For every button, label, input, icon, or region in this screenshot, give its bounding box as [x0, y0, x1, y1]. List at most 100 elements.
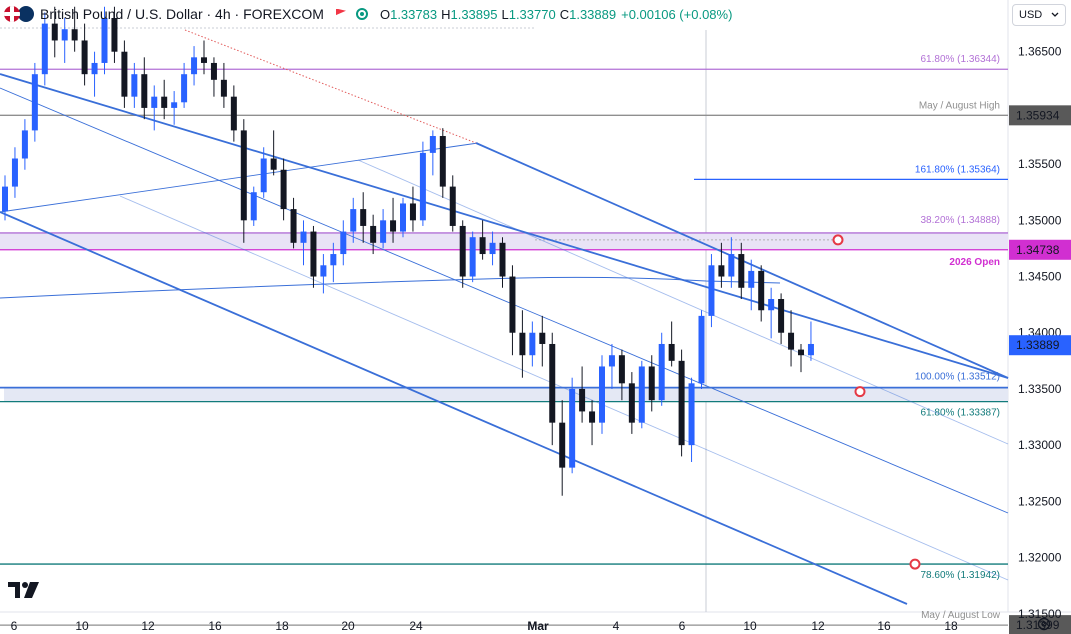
us-flag-icon	[18, 6, 34, 22]
candle-body-13	[131, 74, 138, 97]
candle-body-76	[758, 270, 765, 311]
level-lines: 61.80% (1.36344) May / August High 161.80%…	[0, 54, 1008, 626]
candle-body-60	[599, 366, 605, 423]
candle-body-48	[479, 237, 486, 255]
candle-body-51	[509, 276, 516, 333]
x-tick-1: 10	[75, 619, 89, 633]
level-label-6: 61.80% (1.33387)	[920, 408, 1000, 419]
channel-line-2	[0, 87, 1009, 514]
candle-body-35	[350, 209, 357, 232]
candle-body-72	[718, 265, 725, 277]
x-tick-8: 4	[613, 619, 620, 633]
candle-body-52	[519, 332, 526, 356]
x-tick-6: 24	[409, 619, 423, 633]
candle-body-34	[340, 231, 347, 255]
x-tick-13: 18	[944, 619, 958, 633]
candle-body-1	[11, 158, 18, 187]
candle-body-74	[738, 254, 745, 288]
candle-body-58	[579, 388, 586, 412]
x-tick-5: 20	[341, 619, 355, 633]
candle-body-24	[240, 130, 247, 221]
candle-body-31	[310, 231, 317, 277]
high-value: 1.33895	[450, 6, 498, 22]
low-value: 1.33770	[508, 6, 556, 22]
grid-layer	[0, 0, 1071, 613]
candle-body-39	[390, 220, 397, 232]
candle-body-17	[171, 102, 178, 108]
channel-line-3	[119, 195, 1009, 581]
candle-body-62	[618, 355, 625, 384]
green-dot-icon[interactable]	[355, 8, 368, 20]
y-tick-1: 1.35500	[1018, 157, 1062, 171]
close-label: C	[559, 6, 570, 22]
candle-body-78	[778, 299, 785, 333]
currency-select[interactable]: USD	[1012, 4, 1066, 26]
price-tag-text-4: 1.34738	[1016, 243, 1060, 257]
candle-body-57	[569, 388, 576, 468]
open-label: O	[379, 6, 391, 22]
tv-logo-part-c	[24, 582, 39, 598]
candle-body-3	[31, 74, 38, 131]
candle-body-65	[648, 366, 655, 401]
last-price-text: 1.33889	[1016, 338, 1060, 352]
x-tick-0: 6	[11, 619, 18, 633]
candle-body-12	[121, 51, 128, 97]
moving-average-line	[0, 276, 781, 299]
candle-body-18	[181, 74, 188, 103]
candle-body-46	[459, 225, 466, 277]
target-marker-0	[832, 234, 844, 246]
y-tick-9: 1.31500	[1018, 607, 1062, 621]
uk-flag-icon	[4, 6, 20, 22]
candle-body-66	[658, 343, 665, 401]
y-tick-7: 1.32500	[1018, 494, 1062, 508]
level-label-1: May / August High	[919, 100, 1000, 111]
high-label: H	[441, 6, 451, 22]
candle-body-19	[191, 57, 198, 75]
x-tick-4: 18	[275, 619, 289, 633]
candle-body-55	[549, 343, 556, 423]
candle-body-53	[529, 332, 536, 356]
x-tick-2: 12	[141, 619, 155, 633]
candle-body-45	[449, 186, 456, 226]
x-tick-10: 10	[743, 619, 757, 633]
candle-body-7	[71, 29, 78, 41]
candles-layer	[2, 6, 814, 496]
candle-body-54	[539, 332, 546, 344]
price-tag-text-1: 1.35934	[1016, 108, 1060, 122]
tv-logo-part-a	[8, 582, 20, 598]
candle-body-2	[21, 130, 28, 159]
x-tick-3: 16	[208, 619, 222, 633]
candle-body-47	[469, 237, 476, 277]
target-marker-1	[854, 386, 866, 398]
x-tick-9: 6	[679, 619, 686, 633]
candle-body-21	[210, 62, 217, 80]
close-value: 1.33889	[569, 6, 617, 22]
level-label-8: May / August Low	[921, 610, 1001, 621]
candle-body-38	[380, 220, 387, 243]
candle-body-23	[230, 96, 237, 131]
candle-body-22	[220, 79, 227, 97]
open-value: 1.33783	[390, 6, 438, 22]
candle-body-43	[429, 136, 436, 153]
candle-body-41	[409, 203, 416, 221]
candle-body-27	[270, 158, 277, 170]
candle-body-9	[91, 62, 98, 75]
candle-body-75	[748, 270, 755, 288]
change-value: +0.00106 (+0.08%)	[621, 6, 733, 22]
candle-body-28	[280, 169, 287, 210]
symbol-title[interactable]: British Pound / U.S. Dollar · 4h · FOREX…	[40, 6, 324, 22]
candle-body-61	[608, 355, 615, 367]
candle-body-69	[688, 383, 695, 446]
red-flag-icon[interactable]	[335, 8, 346, 16]
candle-body-50	[499, 242, 506, 277]
target-marker-2	[909, 558, 921, 570]
candle-body-80	[798, 349, 804, 356]
y-tick-8: 1.32000	[1018, 551, 1062, 565]
x-tick-7: Mar	[527, 619, 549, 633]
level-label-3: 38.20% (1.34888)	[920, 215, 1000, 226]
level-label-5: 100.00% (1.33512)	[915, 372, 1000, 383]
candle-body-73	[728, 254, 735, 277]
candle-body-37	[370, 225, 377, 243]
gear-icon[interactable]	[1036, 616, 1052, 632]
